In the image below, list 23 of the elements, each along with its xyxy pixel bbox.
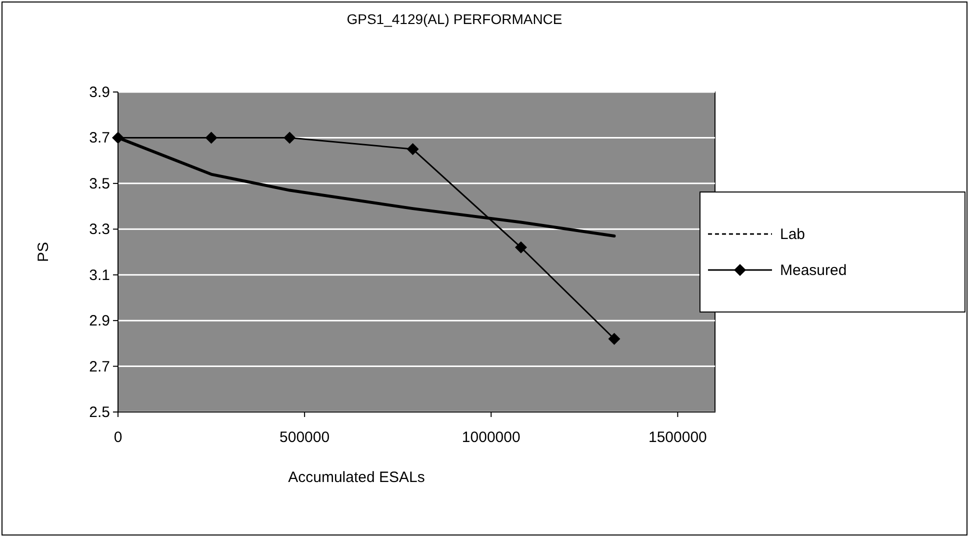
y-tick-label: 2.7: [89, 358, 110, 376]
x-tick-label: 1500000: [648, 429, 707, 446]
x-axis-title: Accumulated ESALs: [288, 469, 425, 486]
legend-label: Lab: [780, 226, 806, 243]
point: [284, 132, 296, 144]
y-tick-label: 3.3: [89, 221, 110, 238]
chart-title: GPS1_4129(AL) PERFORMANCE: [346, 11, 562, 27]
y-tick-label: 3.5: [89, 175, 110, 192]
y-tick-label: 3.9: [89, 84, 110, 101]
x-tick-label: 500000: [280, 429, 330, 446]
point: [514, 241, 527, 254]
x-tick-label: 1000000: [462, 429, 520, 446]
point: [205, 132, 218, 144]
legend-label: Measured: [780, 262, 847, 279]
y-tick-label: 2.5: [89, 404, 110, 421]
point: [406, 143, 419, 156]
y-tick-label: 2.9: [89, 312, 110, 330]
point: [112, 132, 124, 144]
y-tick-label: 3.1: [89, 266, 110, 284]
y-tick-label: 3.7: [89, 130, 110, 147]
point: [608, 332, 620, 345]
x-tick-label: 0: [114, 429, 122, 446]
y-axis-title: PS: [35, 242, 52, 262]
